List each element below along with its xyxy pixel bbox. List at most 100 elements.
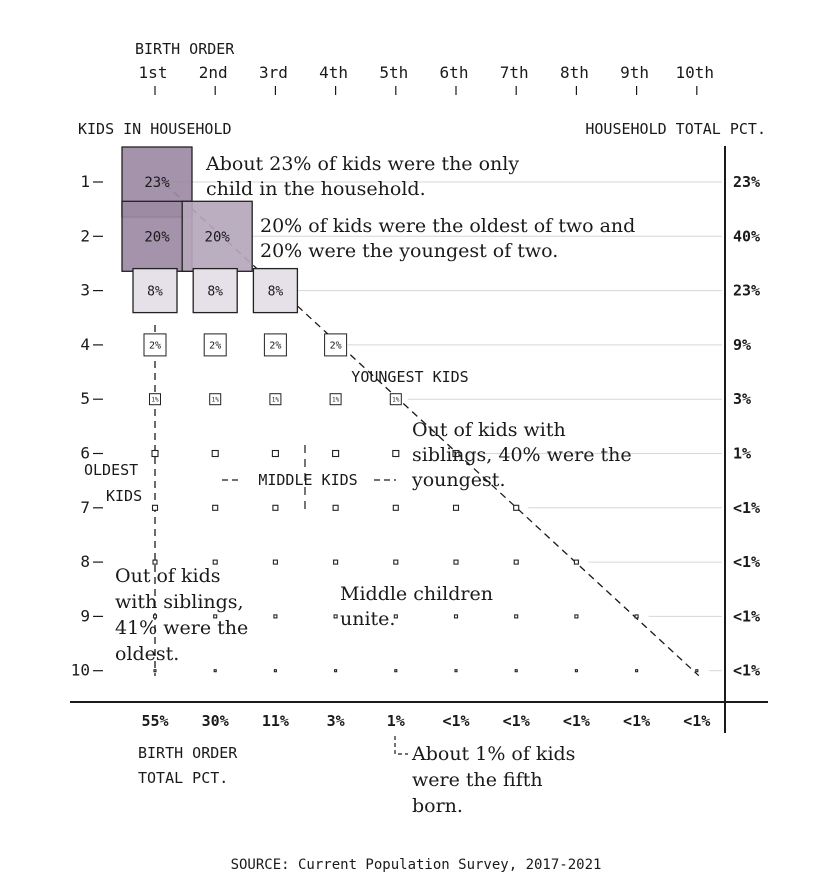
heatmap-cell: [271, 449, 279, 458]
heatmap-cell: [454, 669, 458, 673]
birth-order-total-label: 11%: [262, 712, 289, 730]
annotation-oldest: 41% were the: [115, 617, 248, 639]
birth-order-tick-label: 1st: [139, 63, 168, 82]
heatmap-cell: [273, 614, 278, 619]
heatmap-cell: [203, 333, 227, 357]
heatmap-cell: [263, 333, 287, 357]
heatmap-cell: [635, 669, 639, 673]
annotation-only-child: About 23% of kids were the only: [205, 153, 519, 175]
heatmap-cell: [514, 614, 519, 619]
heatmap-cell: [211, 449, 219, 458]
annotation-fifth: were the fifth: [412, 769, 543, 791]
heatmap-cell: [272, 559, 278, 565]
heatmap-cell: [153, 669, 157, 673]
birth-order-total-label: 30%: [202, 712, 229, 730]
annotation-fifth: born.: [412, 795, 463, 817]
annotation-fifth: About 1% of kids: [411, 743, 575, 765]
kids-tick-label: 6: [80, 444, 90, 463]
kids-tick-label: 2: [80, 226, 90, 245]
heatmap-cell: [181, 200, 253, 272]
heatmap-cell: [334, 669, 338, 673]
bottom-axis-title: TOTAL PCT.: [138, 769, 228, 787]
heatmap-cell: [324, 333, 348, 357]
heatmap-cell: [151, 449, 159, 458]
household-total-label: <1%: [733, 499, 760, 517]
household-total-label: <1%: [733, 607, 760, 625]
birth-order-tick-label: 3rd: [259, 63, 288, 82]
heatmap-cell: [269, 393, 282, 406]
heatmap-cell: [151, 504, 159, 511]
heatmap-cell: [452, 449, 460, 458]
annotation-two-kids: 20% were the youngest of two.: [260, 240, 558, 262]
heatmap-cell: [389, 393, 402, 406]
heatmap-cell: [634, 614, 639, 619]
kids-tick-label: 3: [80, 281, 90, 300]
birth-order-total-label: <1%: [683, 712, 710, 730]
heatmap-cell: [573, 559, 579, 565]
heatmap-cell: [332, 504, 339, 511]
household-total-label: <1%: [733, 553, 760, 571]
annotation-youngest: siblings, 40% were the: [412, 444, 632, 466]
kids-tick-label: 5: [80, 389, 90, 408]
kids-tick-label: 1: [80, 172, 90, 191]
birth-order-tick-label: 7th: [500, 63, 529, 82]
heatmap-cell: [393, 614, 398, 619]
bottom-axis-title: BIRTH ORDER: [138, 744, 238, 762]
kids-tick-label: 10: [71, 661, 90, 680]
heatmap-cell: [152, 559, 158, 565]
heatmap-cell: [393, 559, 399, 565]
annotation-oldest: with siblings,: [115, 591, 244, 613]
heatmap-cell: [392, 449, 400, 458]
heatmap-cell: [574, 614, 579, 619]
heatmap-cell: [152, 614, 158, 619]
heatmap-cell: [574, 669, 578, 673]
top-axis-title: BIRTH ORDER: [135, 40, 235, 58]
household-total-label: 1%: [733, 445, 751, 463]
cell-value-label: 1%: [332, 396, 340, 403]
household-total-label: 23%: [733, 282, 760, 300]
heatmap-cell: [213, 669, 217, 673]
left-axis-title: KIDS IN HOUSEHOLD: [78, 120, 232, 138]
kids-tick-label: 4: [80, 335, 90, 354]
heatmap-cell: [273, 669, 277, 673]
kids-tick-label: 8: [80, 552, 90, 571]
cell-value-label: 1%: [151, 396, 159, 403]
heatmap-cell: [252, 267, 299, 314]
heatmap-cell: [149, 393, 161, 406]
annotation-oldest: oldest.: [115, 643, 179, 665]
birth-order-tick-label: 8th: [560, 63, 589, 82]
heatmap-cell: [513, 559, 519, 565]
cell-value-label: 1%: [272, 396, 280, 403]
cell-value-label: 1%: [392, 396, 400, 403]
birth-order-total-label: 3%: [327, 712, 345, 730]
youngest-guide-line: [164, 183, 700, 677]
kids-tick-label: 9: [80, 606, 90, 625]
heatmap-cell: [394, 669, 398, 673]
cell-value-label: 2%: [209, 341, 221, 352]
source-note: SOURCE: Current Population Survey, 2017-…: [231, 857, 602, 873]
cell-value-label: 23%: [144, 175, 170, 191]
birth-order-total-label: 1%: [387, 712, 405, 730]
heatmap-cell: [212, 559, 218, 565]
oldest-group-label: OLDEST: [84, 461, 138, 479]
birth-order-total-label: 55%: [141, 712, 168, 730]
kids-tick-label: 7: [80, 498, 90, 517]
heatmap-cell: [209, 393, 222, 406]
heatmap-cell: [212, 504, 219, 511]
heatmap-cell: [272, 504, 279, 511]
heatmap-cell: [392, 504, 399, 511]
birth-order-tick-label: 5th: [379, 63, 408, 82]
heatmap-cell: [132, 267, 178, 314]
cell-value-label: 1%: [212, 396, 220, 403]
birth-order-total-label: <1%: [503, 712, 530, 730]
heatmap-cell: [143, 333, 167, 357]
youngest-group-label: YOUNGEST KIDS: [351, 368, 468, 386]
right-axis-title: HOUSEHOLD TOTAL PCT.: [585, 120, 766, 138]
birth-order-tick-label: 6th: [440, 63, 469, 82]
annotation-youngest: youngest.: [411, 469, 505, 491]
household-total-label: 3%: [733, 390, 751, 408]
heatmap-cell: [514, 669, 518, 673]
heatmap-cell: [453, 614, 459, 619]
cell-value-label: 8%: [268, 284, 284, 299]
